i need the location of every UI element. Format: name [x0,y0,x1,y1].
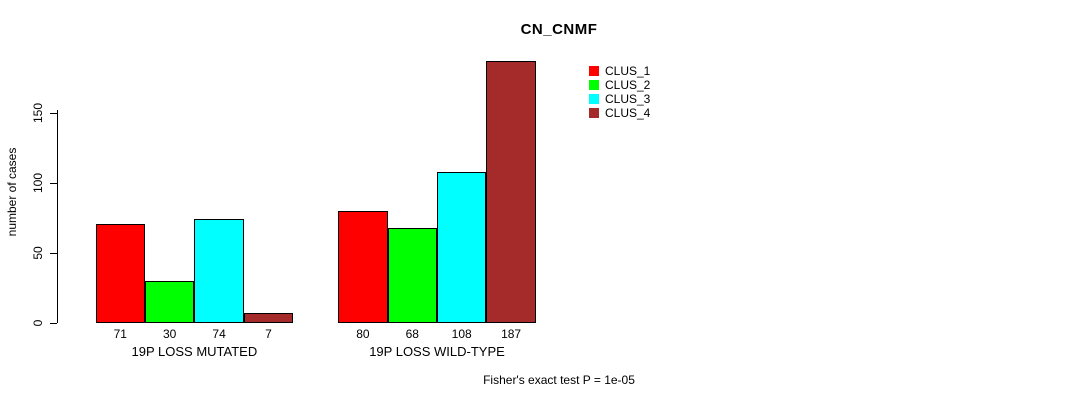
bar-clus_3-group1 [194,219,244,323]
bar-value-label: 74 [212,327,226,341]
bar-clus_4-group1 [243,313,294,323]
bar-value-label: 187 [501,327,522,341]
y-axis-tick-label: 50 [31,246,45,260]
y-axis-tick-mark [50,323,57,324]
legend-swatch-clus_2 [589,80,599,90]
y-axis-tick-label: 150 [31,102,45,124]
bar-value-label: 71 [113,327,127,341]
legend-label-clus_4: CLUS_4 [605,106,651,120]
legend-swatch-clus_4 [589,108,599,118]
bar-clus_2-group1 [145,281,195,323]
bar-clus_3-group2 [437,171,487,323]
bar-value-label: 30 [163,327,177,341]
bar-value-label: 80 [356,327,370,341]
chart-title: CN_CNMF [520,21,598,38]
annotation-text: Fisher's exact test P = 1e-05 [483,373,635,387]
bar-clus_4-group2 [486,61,536,323]
y-axis-tick-label: 100 [31,172,45,194]
legend-label-clus_2: CLUS_2 [605,78,651,92]
y-axis-tick-label: 0 [31,319,45,327]
y-axis-tick-mark [50,113,57,114]
bar-clus_2-group2 [387,227,437,323]
bar-value-label: 7 [265,327,272,341]
y-axis-tick-mark [50,183,57,184]
group-label: 19P LOSS WILD-TYPE [369,344,505,359]
bar-value-label: 108 [451,327,472,341]
y-axis-line [57,110,58,323]
y-axis-title: number of cases [5,147,19,237]
legend-label-clus_3: CLUS_3 [605,92,651,106]
y-axis-tick-mark [50,253,57,254]
legend-swatch-clus_1 [589,66,599,76]
legend-swatch-clus_3 [589,94,599,104]
bar-value-label: 68 [405,327,419,341]
bar-clus_1-group2 [338,211,388,323]
legend-label-clus_1: CLUS_1 [605,64,651,78]
group-label: 19P LOSS MUTATED [131,344,258,359]
bar-clus_1-group1 [95,223,145,323]
